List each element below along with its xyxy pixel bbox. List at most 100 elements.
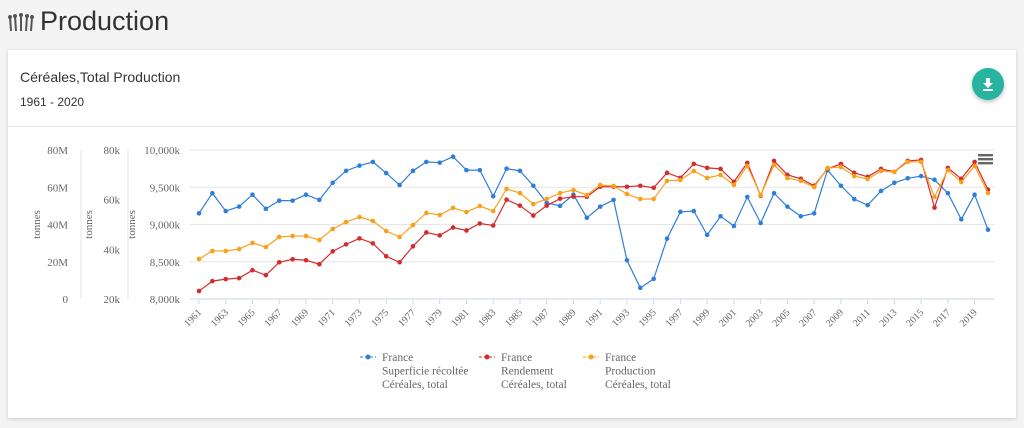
data-point [330, 226, 336, 232]
data-point [263, 272, 269, 278]
data-point [704, 232, 710, 238]
data-point [531, 201, 536, 207]
data-point [437, 160, 443, 165]
data-point [918, 159, 924, 165]
data-point [691, 161, 697, 167]
legend-label: France [501, 352, 532, 364]
data-point [892, 180, 897, 186]
data-point [785, 175, 790, 181]
data-point [370, 218, 376, 224]
data-point [798, 214, 804, 219]
legend-label: Céréales, total [605, 379, 671, 391]
legend-label: Superficie récoltée [382, 366, 469, 378]
data-point [678, 177, 683, 183]
data-point [624, 191, 630, 197]
menu-bar [978, 154, 993, 157]
data-point [250, 267, 255, 273]
x-tick-label: 1965 [236, 307, 258, 329]
data-point [410, 222, 416, 228]
y-axis-title: tonnes [31, 210, 43, 239]
data-point [878, 188, 884, 194]
menu-bar [978, 162, 993, 165]
data-point [397, 259, 402, 265]
data-point [290, 233, 295, 239]
legend-label: Céréales, total [382, 379, 448, 391]
data-point [905, 176, 911, 181]
wheat-icon [8, 13, 34, 31]
data-point [878, 168, 884, 174]
data-point [985, 227, 991, 233]
data-point [410, 244, 416, 249]
data-point [544, 203, 549, 208]
data-point [571, 194, 576, 199]
data-point [490, 208, 496, 214]
y-tick-label: 20k [104, 294, 121, 306]
data-point [851, 170, 857, 176]
x-tick-label: 1989 [557, 307, 579, 329]
x-tick-label: 2011 [851, 307, 873, 329]
data-point [611, 197, 616, 203]
x-tick-label: 1979 [423, 307, 445, 329]
data-point [317, 261, 322, 267]
data-point [210, 278, 215, 284]
data-point [557, 196, 563, 201]
x-tick-label: 1961 [182, 307, 204, 329]
data-point [744, 194, 750, 200]
data-point [718, 214, 723, 219]
x-tick-label: 2009 [824, 307, 846, 329]
data-point [517, 168, 523, 174]
y-tick-label: 40k [104, 244, 121, 256]
data-point [370, 159, 376, 165]
data-point [464, 228, 469, 233]
data-point [771, 162, 777, 168]
data-point [290, 256, 295, 262]
data-point [330, 180, 336, 186]
x-tick-label: 1997 [664, 307, 686, 329]
y-tick-label: 9,000k [150, 220, 181, 232]
data-point [397, 234, 402, 240]
download-button[interactable] [972, 68, 1004, 100]
y-tick-label: 40M [47, 220, 68, 232]
data-point [851, 173, 857, 179]
y-tick-label: 10,000k [144, 145, 180, 157]
data-point [811, 184, 817, 190]
data-point [905, 159, 911, 165]
data-point [236, 204, 242, 209]
data-point [504, 166, 509, 171]
x-tick-label: 2017 [931, 307, 953, 329]
y-tick-label: 80k [104, 145, 121, 157]
chart-title: Céréales,Total Production [20, 69, 181, 85]
data-point [544, 196, 549, 202]
data-point [771, 190, 777, 196]
data-point [303, 192, 309, 197]
legend-label: Céréales, total [501, 379, 567, 391]
data-point [477, 203, 483, 209]
hamburger-menu-icon[interactable] [978, 154, 993, 165]
data-point [317, 197, 322, 203]
data-point [490, 193, 496, 199]
legend-marker [484, 354, 490, 360]
data-point [437, 212, 443, 218]
data-point [838, 183, 844, 189]
x-tick-label: 1995 [637, 307, 659, 329]
data-point [477, 221, 483, 226]
x-tick-label: 1977 [396, 307, 418, 329]
x-tick-label: 1975 [369, 307, 391, 329]
x-tick-label: 2019 [958, 307, 980, 329]
data-point [357, 163, 362, 168]
data-point [678, 209, 683, 215]
data-point [263, 206, 269, 212]
data-point [517, 190, 523, 196]
download-icon [983, 78, 993, 91]
data-point [357, 236, 362, 241]
legend-label: France [382, 352, 413, 364]
x-tick-label: 1991 [583, 307, 605, 329]
data-point [892, 169, 897, 175]
data-point [584, 192, 590, 198]
data-point [557, 190, 563, 196]
data-point [597, 204, 603, 209]
y-tick-label: 80M [47, 145, 68, 157]
data-point [290, 198, 295, 203]
data-point [611, 183, 616, 189]
